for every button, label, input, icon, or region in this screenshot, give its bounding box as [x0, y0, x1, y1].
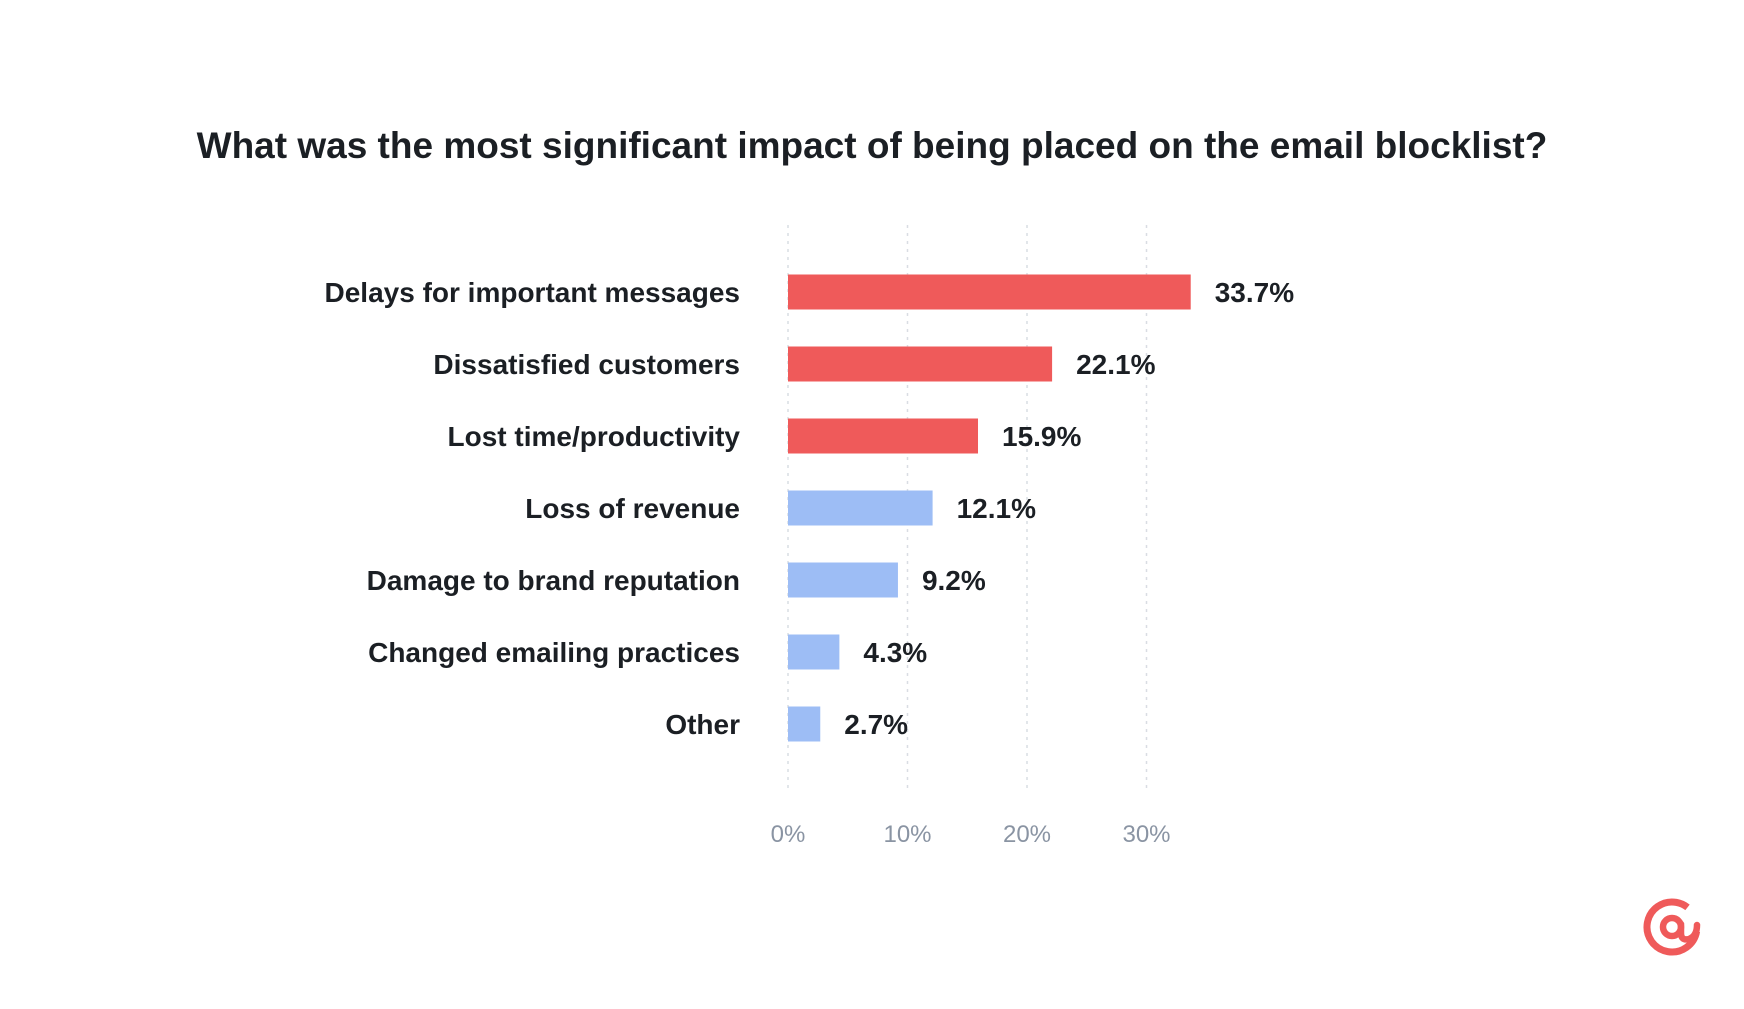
bars: Delays for important messages 33.7% Dissat… — [325, 274, 1294, 742]
bar-row: Lost time/productivity 15.9% — [448, 418, 1082, 454]
x-tick-label: 10% — [883, 821, 931, 848]
at-sign-logo-icon — [1643, 898, 1701, 956]
category-label: Lost time/productivity — [448, 421, 741, 452]
bar — [788, 706, 821, 742]
value-label: 9.2% — [922, 565, 986, 596]
bar-row: Loss of revenue 12.1% — [525, 490, 1036, 526]
bar-row: Dissatisfied customers 22.1% — [433, 346, 1156, 382]
x-axis-ticks: 0% 10% 20% 30% — [771, 821, 1171, 848]
bar-row: Changed emailing practices 4.3% — [368, 634, 927, 670]
chart-title: What was the most significant impact of … — [197, 125, 1548, 166]
bar — [788, 634, 840, 670]
value-label: 22.1% — [1076, 349, 1155, 380]
bar — [788, 418, 979, 454]
value-label: 4.3% — [863, 637, 927, 668]
category-label: Dissatisfied customers — [433, 349, 740, 380]
bar — [788, 562, 898, 598]
bar-row: Delays for important messages 33.7% — [325, 274, 1294, 310]
bar — [788, 346, 1053, 382]
x-tick-label: 20% — [1003, 821, 1051, 848]
bar — [788, 490, 933, 526]
category-label: Changed emailing practices — [368, 637, 740, 668]
bar-row: Other 2.7% — [665, 706, 908, 742]
value-label: 2.7% — [844, 709, 908, 740]
category-label: Other — [665, 709, 740, 740]
value-label: 33.7% — [1215, 277, 1294, 308]
bar — [788, 274, 1191, 310]
x-tick-label: 30% — [1122, 821, 1170, 848]
category-label: Damage to brand reputation — [367, 565, 740, 596]
value-label: 12.1% — [957, 493, 1036, 524]
category-label: Delays for important messages — [325, 277, 741, 308]
category-label: Loss of revenue — [525, 493, 740, 524]
x-tick-label: 0% — [771, 821, 806, 848]
value-label: 15.9% — [1002, 421, 1081, 452]
bar-row: Damage to brand reputation 9.2% — [367, 562, 986, 598]
